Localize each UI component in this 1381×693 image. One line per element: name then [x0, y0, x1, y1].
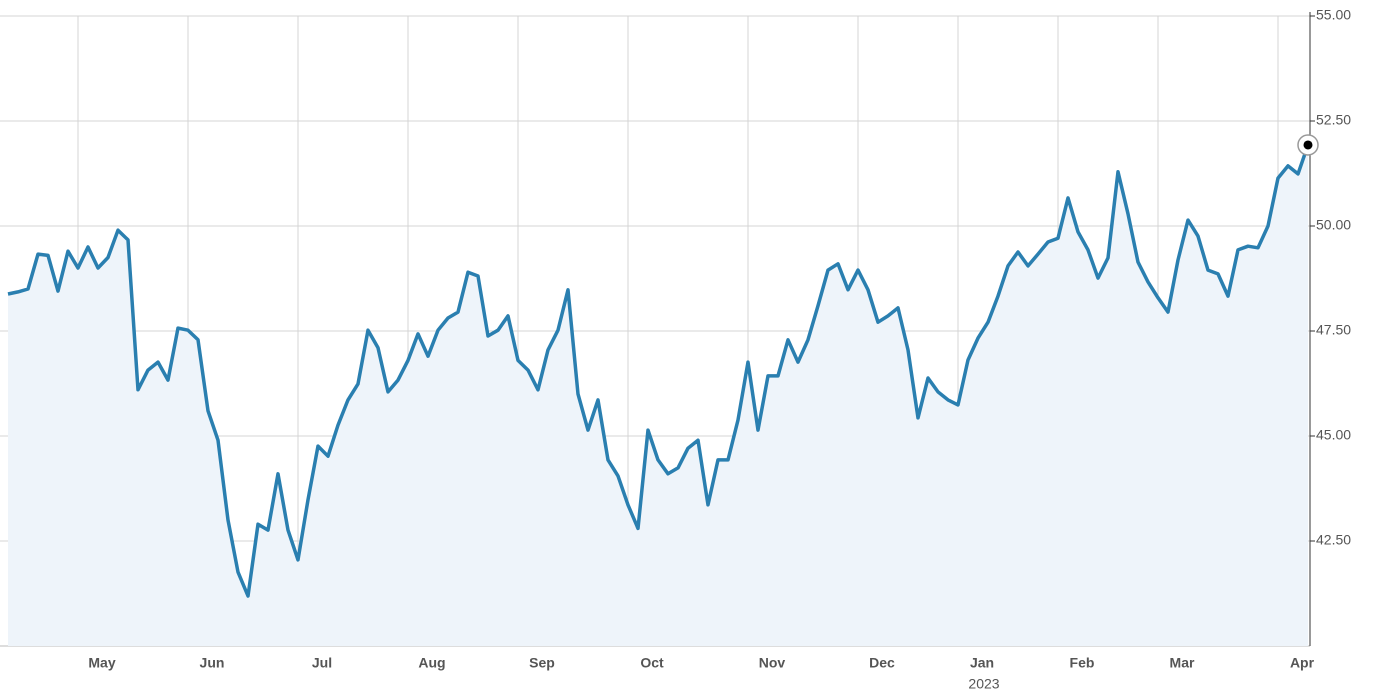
x-tick-label: Jun: [200, 655, 225, 671]
x-tick-label: Dec: [869, 655, 895, 671]
x-tick-label: Feb: [1070, 655, 1095, 671]
area: [8, 144, 1308, 646]
end-marker: [1303, 140, 1313, 150]
x-tick-label: Jan: [970, 655, 994, 671]
x-tick-label: Mar: [1170, 655, 1195, 671]
y-tick-label: 47.50: [1316, 322, 1351, 338]
y-tick-label: 52.50: [1316, 112, 1351, 128]
y-tick-label: 55.00: [1316, 7, 1351, 23]
x-tick-label: Nov: [759, 655, 786, 671]
price-line: [7, 144, 1310, 598]
y-tick-label: 50.00: [1316, 217, 1351, 233]
year-label: 2023: [968, 676, 999, 692]
x-tick-label: Aug: [418, 655, 445, 671]
x-tick-label: Jul: [312, 655, 332, 671]
x-tick-label: Apr: [1290, 655, 1315, 671]
y-tick-label: 45.00: [1316, 427, 1351, 443]
x-tick-label: Oct: [640, 655, 664, 671]
y-tick-label: 42.50: [1316, 532, 1351, 548]
x-tick-label: Sep: [529, 655, 555, 671]
x-tick-label: May: [88, 655, 115, 671]
